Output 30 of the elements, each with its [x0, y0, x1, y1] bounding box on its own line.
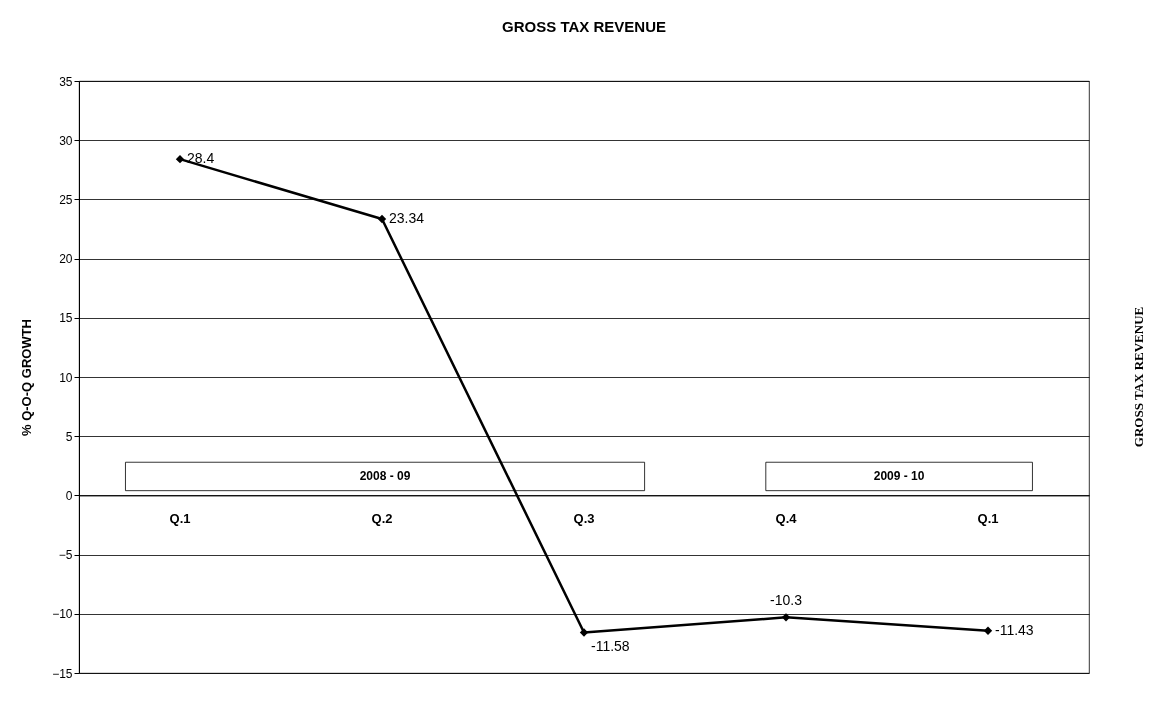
y-tick-label: −5: [58, 548, 73, 563]
annotation: 2009 - 10: [873, 469, 925, 484]
data-label: -11.43: [995, 621, 1034, 638]
x-tick-label: Q.1: [169, 511, 191, 527]
point: [781, 613, 791, 622]
chart-title: GROSS TAX REVENUE: [502, 18, 666, 35]
y-tick-label: 15: [59, 311, 73, 326]
point: [175, 154, 185, 164]
x-tick-label: Q.2: [371, 511, 393, 527]
y-tick-label: 25: [59, 192, 73, 207]
x-tick-label: Q.4: [775, 511, 798, 527]
x-tick-label: Q.1: [977, 511, 999, 527]
y-tick-label: 10: [59, 370, 73, 385]
x-tick-label: Q.3: [573, 511, 595, 527]
data-label: -11.58: [591, 637, 630, 654]
y-tick-label: 0: [65, 488, 73, 503]
y2-axis-title: GROSS TAX REVENUE: [1131, 306, 1146, 448]
y-tick-label: 30: [59, 133, 73, 148]
data-label: -10.3: [770, 592, 803, 609]
data-label: 23.34: [389, 210, 425, 227]
y-axis-title: % Q-O-Q GROWTH: [19, 319, 35, 436]
y-tick-label: 35: [59, 74, 73, 89]
point: [579, 628, 589, 637]
y-tick-label: 5: [65, 429, 73, 444]
point: [377, 214, 387, 224]
y-tick-label: −15: [52, 666, 73, 681]
y-tick-label: −10: [52, 607, 73, 622]
point: [983, 626, 993, 635]
annotation: 2008 - 09: [359, 469, 411, 484]
y-tick-label: 20: [59, 252, 73, 267]
